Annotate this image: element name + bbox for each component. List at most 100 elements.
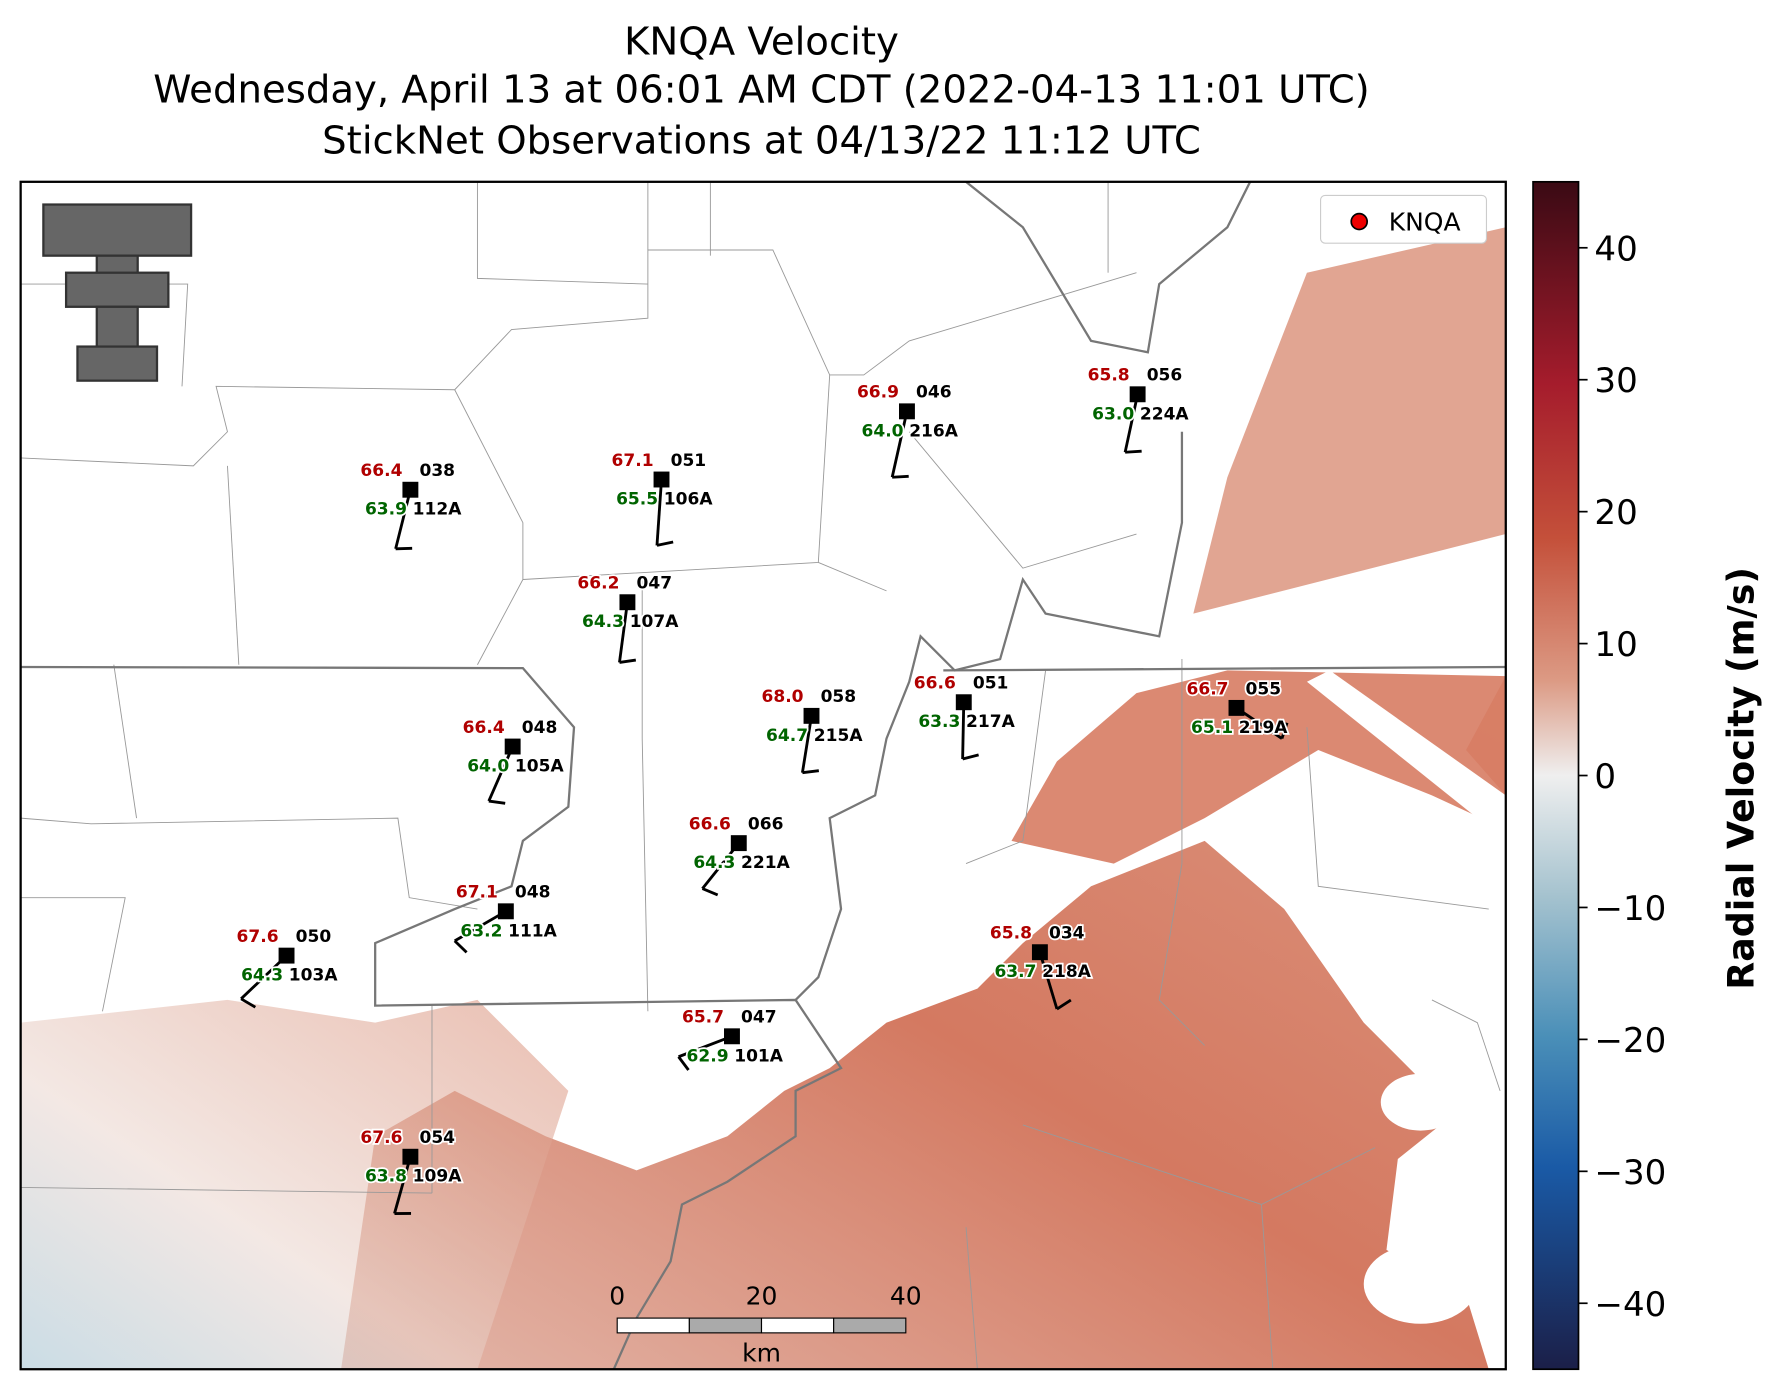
station: 66.4 038 63.9 112A	[359, 459, 464, 551]
station-marker	[504, 738, 521, 755]
station-marker	[898, 403, 915, 420]
subtitle: StickNet Observations at 04/13/22 11:12 …	[322, 118, 1201, 163]
dewpoint: 64.3	[693, 853, 735, 873]
scale-bar-segment	[833, 1317, 907, 1334]
colorbar-ticks: −40 −30 −20 −10 0 10 20 30 40	[1578, 229, 1666, 1325]
station: 68.0 058 64.7 215A	[760, 686, 865, 775]
colorbar-tick-label: 30	[1594, 361, 1637, 401]
dewpoint: 63.0	[1092, 404, 1134, 424]
temperature: 67.6	[360, 1128, 402, 1148]
wind-barb	[453, 910, 507, 943]
station-number: 046	[916, 383, 952, 403]
station: 65.7 047 62.9 101A	[677, 1006, 785, 1071]
temperature: 65.8	[1088, 366, 1130, 386]
stations: 66.4 038 63.9 112A 67.1 051 65.5 106A 66.9 046 64.…	[235, 364, 1290, 1215]
wind-barb	[678, 1034, 733, 1059]
station-number: 038	[419, 461, 455, 481]
county-lines	[20, 181, 1501, 1370]
station: 65.8 056 63.0 224A	[1086, 364, 1191, 454]
station-id: 103A	[289, 966, 339, 986]
temperature: 68.0	[762, 687, 804, 707]
station-id: 112A	[413, 500, 463, 520]
logo	[42, 203, 193, 382]
wind-barb	[487, 745, 514, 802]
radar-gaps	[1363, 1073, 1506, 1324]
station: 66.9 046 64.0 216A	[855, 381, 960, 479]
colorbar	[1532, 180, 1580, 1371]
colorbar-label: Radial Velocity (m/s)	[1719, 567, 1762, 990]
temperature: 67.6	[237, 927, 279, 947]
wind-barb-flag	[962, 753, 979, 761]
dewpoint: 63.7	[994, 962, 1036, 982]
station: 66.6 066 64.3 221A	[687, 813, 792, 897]
scale-bar-label: 20	[746, 1281, 778, 1310]
colorbar-tick-label: 20	[1594, 493, 1637, 533]
colorbar-tick-label: −40	[1594, 1285, 1666, 1325]
station: 67.6 050 64.3 103A	[235, 925, 340, 1009]
dewpoint: 64.3	[241, 966, 283, 986]
legend-marker	[1350, 212, 1369, 231]
colorbar-tick-label: −10	[1594, 889, 1666, 929]
temperature: 66.7	[1186, 679, 1228, 699]
station: 66.4 048 64.0 105A	[461, 716, 566, 805]
station: 67.6 054 63.8 109A	[359, 1126, 464, 1215]
scale-bar-unit: km	[742, 1338, 781, 1367]
station-marker	[402, 481, 419, 498]
temperature: 66.6	[689, 814, 731, 834]
scale-bar-label: 40	[890, 1281, 922, 1310]
station-marker	[730, 835, 747, 852]
wind-barb	[655, 479, 663, 546]
temperature: 65.8	[990, 924, 1032, 944]
station-marker	[1129, 386, 1146, 403]
legend: KNQA	[1319, 194, 1488, 244]
station-number: 051	[973, 674, 1009, 694]
dewpoint: 63.3	[918, 712, 960, 732]
colorbar-tick-label: 0	[1594, 757, 1616, 797]
scale-bar-segment	[616, 1317, 690, 1334]
station-id: 101A	[734, 1046, 784, 1066]
temperature: 66.4	[463, 718, 505, 738]
station: 67.1 048 63.2 111A	[453, 881, 559, 954]
station-id: 106A	[664, 490, 714, 510]
station-id: 219A	[1239, 718, 1289, 738]
station: 66.6 051 63.3 217A	[912, 672, 1017, 761]
station-id: 221A	[741, 853, 791, 873]
wind-barb-flag	[619, 658, 637, 664]
wind-barb	[1038, 951, 1059, 1010]
station-number: 054	[419, 1128, 455, 1148]
station-marker	[724, 1028, 740, 1045]
map-area	[20, 181, 1506, 1370]
temperature: 66.4	[360, 461, 402, 481]
station: 65.8 034 63.7 218A	[988, 922, 1093, 1011]
station-number: 058	[821, 687, 857, 707]
dewpoint: 63.9	[365, 500, 407, 520]
station-id: 218A	[1042, 962, 1092, 982]
colorbar-tick-label: 40	[1594, 229, 1637, 269]
scale-bar: 0 20 40 km	[609, 1281, 921, 1367]
wind-barb-flag	[656, 540, 674, 547]
wind-barb	[393, 1156, 412, 1214]
wind-barb	[890, 411, 909, 478]
station-id: 224A	[1140, 404, 1190, 424]
legend-label: KNQA	[1389, 208, 1461, 237]
subtitle: Wednesday, April 13 at 06:01 AM CDT (202…	[153, 67, 1370, 112]
temperature: 67.1	[612, 451, 654, 471]
station-id: 111A	[508, 921, 558, 941]
wind-barb-flag	[453, 939, 468, 954]
station-marker	[955, 694, 972, 711]
wind-barb-flag	[488, 799, 506, 805]
station-number: 048	[515, 883, 551, 903]
station: 66.7 055 65.1 219A	[1185, 678, 1290, 740]
radar-gap	[1306, 670, 1506, 841]
station-number: 055	[1246, 679, 1282, 699]
station-number: 034	[1049, 924, 1085, 944]
dewpoint: 63.2	[460, 921, 502, 941]
radar-echo	[1193, 227, 1506, 614]
colorbar-tick-label: 10	[1594, 625, 1637, 665]
station-id: 107A	[630, 612, 680, 632]
wind-barb-flag	[240, 997, 257, 1009]
legend-box	[1319, 194, 1488, 244]
scale-bar-segment	[688, 1317, 763, 1334]
station: 67.1 051 65.5 106A	[610, 449, 715, 547]
